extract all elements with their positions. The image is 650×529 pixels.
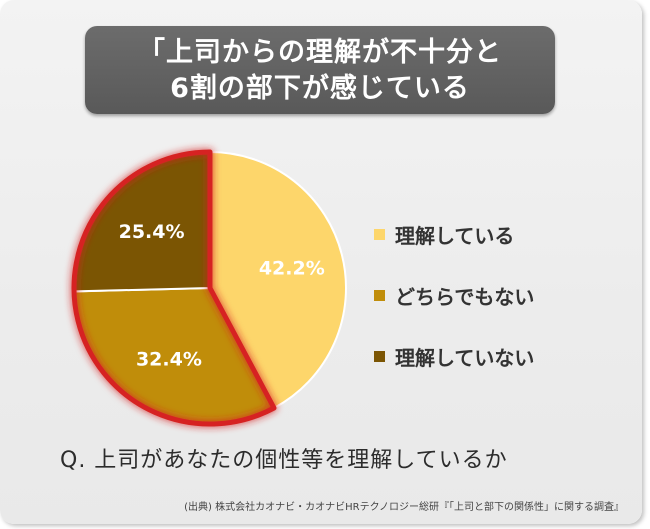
legend-swatch [374,289,385,301]
legend-item-3: 理解していない [374,341,534,371]
pie-slice-label-1: 42.2% [259,258,325,280]
legend-item-1: 理解している [374,219,514,249]
title-banner: 「上司からの理解が不十分と 6割の部下が感じている [85,26,555,114]
highlight-outline [71,149,277,427]
pie-slice-label-2: 32.4% [136,348,202,370]
legend-label: 理解していない [395,345,535,370]
legend-label: 理解している [395,223,515,248]
pie-slice-label-3: 25.4% [119,221,185,243]
source-citation: (出典) 株式会社カオナビ・カオナビHRテクノロジー総研『「上司と部下の関係性」… [184,502,624,513]
pie-slice-1 [209,150,347,410]
legend-swatch [374,350,385,362]
pie-chart: 42.2% 32.4% 25.4% [71,149,347,427]
legend-label: どちらでもない [395,284,535,309]
legend-item-2: どちらでもない [374,280,534,310]
legend-swatch [374,228,385,240]
chart-title-line-2: 6割の部下が感じている [170,73,470,104]
chart-card: 「上司からの理解が不十分と 6割の部下が感じている 42.2% 32.4% 25.4… [0,0,642,524]
question-text: Q. 上司があなたの個性等を理解しているか [60,448,508,473]
chart-title-line-1: 「上司からの理解が不十分と [138,37,502,68]
